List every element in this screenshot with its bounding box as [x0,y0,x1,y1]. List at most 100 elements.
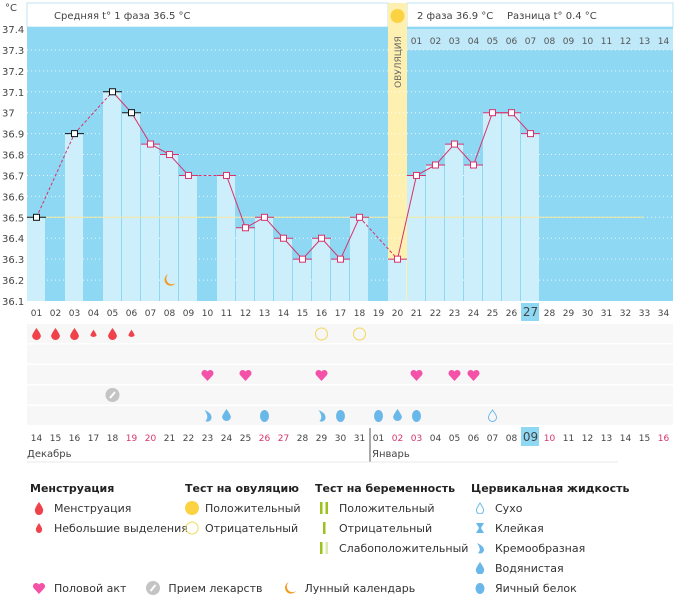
negative-test-icon [315,327,328,341]
creamy-icon [471,542,489,554]
small-drop-icon [30,523,48,533]
temperature-line-segment [74,91,113,134]
temperature-bar [445,144,463,301]
creamy-icon [318,410,326,422]
heart-icon [410,369,423,381]
temperature-point [128,109,135,117]
cycle-day-label: 34 [658,309,670,319]
temperature-bar [483,112,501,301]
legend-label: Небольшие выделения [54,521,188,535]
watery-icon [471,562,489,574]
positive-test-icon [185,501,199,515]
temperature-point [299,255,306,263]
temperature-point [185,171,192,179]
date-label: 06 [468,434,480,444]
cycle-day-label: 32 [620,309,631,319]
legend-label: Менструация [54,501,132,515]
date-label: 14 [620,434,632,444]
legend-label: Прием лекарств [168,581,263,595]
temperature-point [432,161,439,169]
temperature-bar [407,175,425,301]
phase2-day-label: 14 [658,37,670,47]
egg-white-icon [336,410,345,422]
y-tick-label: 36.8 [2,151,24,162]
cycle-day-label: 16 [316,309,328,319]
cycle-day-label: 03 [69,309,80,319]
egg-white-icon [471,582,489,594]
date-label: 21 [164,434,175,444]
cycle-day-label: 10 [202,309,214,319]
ovulation-column [388,3,407,301]
date-label: 31 [354,434,365,444]
phase2-day-label: 10 [582,37,594,47]
temperature-bar [350,217,368,301]
temperature-bar [388,259,406,301]
temperature-line-segment [359,216,398,260]
legend-label: Слабоположительный [339,541,469,555]
cycle-day-label: 25 [487,309,498,319]
phase2-day-label: 08 [544,37,556,47]
heart-icon [239,369,252,381]
heart-icon [30,582,48,595]
temperature-bar [179,175,197,301]
icon-row [27,324,673,343]
legend-label: Положительный [205,501,301,515]
moon-icon [164,274,176,286]
date-label: 28 [297,434,309,444]
sticky-icon [471,522,489,534]
y-tick-label: 36.4 [2,234,24,245]
date-label: 17 [88,434,99,444]
sep [27,27,673,28]
temperature-point [356,213,363,221]
negative-test-icon [353,327,366,341]
date-label: 24 [221,434,233,444]
temperature-line-segment [340,217,360,260]
cycle-day-label: 12 [240,309,251,319]
date-label: 26 [259,434,271,444]
y-tick-label: 36.1 [2,297,24,308]
y-tick-label: 36.5 [2,213,24,224]
dry-icon [487,409,498,422]
legend-pregnancy-test: Тест на беременность Положительный Отриц… [315,478,468,558]
icon-row [27,385,673,405]
cycle-day-label: 27 [523,305,538,319]
temperature-point [318,234,325,242]
creamy-icon [204,410,212,422]
temperature-line-segment [397,175,417,260]
heart-icon [315,369,328,381]
phase2-day-row [407,29,673,50]
legend-label: Отрицательный [339,521,433,535]
temperature-point [261,213,268,221]
temperature-point [166,151,173,159]
date-label: 16 [658,434,670,444]
temperature-line-segment [473,112,493,166]
date-label: 23 [202,434,213,444]
legend-label: Сухо [495,501,523,515]
legend-ovulation-test: Тест на овуляцию Положительный Отрицател… [185,478,301,538]
date-label: 15 [50,434,61,444]
cycle-day-label: 22 [430,309,441,319]
legend-menstruation: Менструация Менструация Небольшие выделе… [30,478,188,538]
blood-drop-icon [30,501,48,515]
date-label: 16 [69,434,81,444]
cycle-day-label: 26 [506,309,518,319]
temperature-bar [464,165,482,301]
watery-icon [393,409,402,421]
cycle-day-label: 11 [221,309,232,319]
temperature-bar [293,259,311,301]
temperature-bar [160,154,178,301]
phase2-day-label: 12 [620,37,631,47]
cycle-day-label: 17 [335,309,346,319]
cycle-day-label: 15 [297,309,308,319]
cycle-day-label: 24 [468,309,480,319]
temperature-line-segment [36,133,75,218]
today-highlight [521,427,539,446]
cycle-day-label: 31 [601,309,612,319]
icon-row [27,406,673,425]
cycle-day-label: 09 [183,309,195,319]
cycle-day-label: 08 [164,309,176,319]
cycle-day-label: 06 [126,309,138,319]
temperature-line-segment [226,175,246,228]
temperature-point [470,161,477,169]
temperature-bar [141,144,159,301]
